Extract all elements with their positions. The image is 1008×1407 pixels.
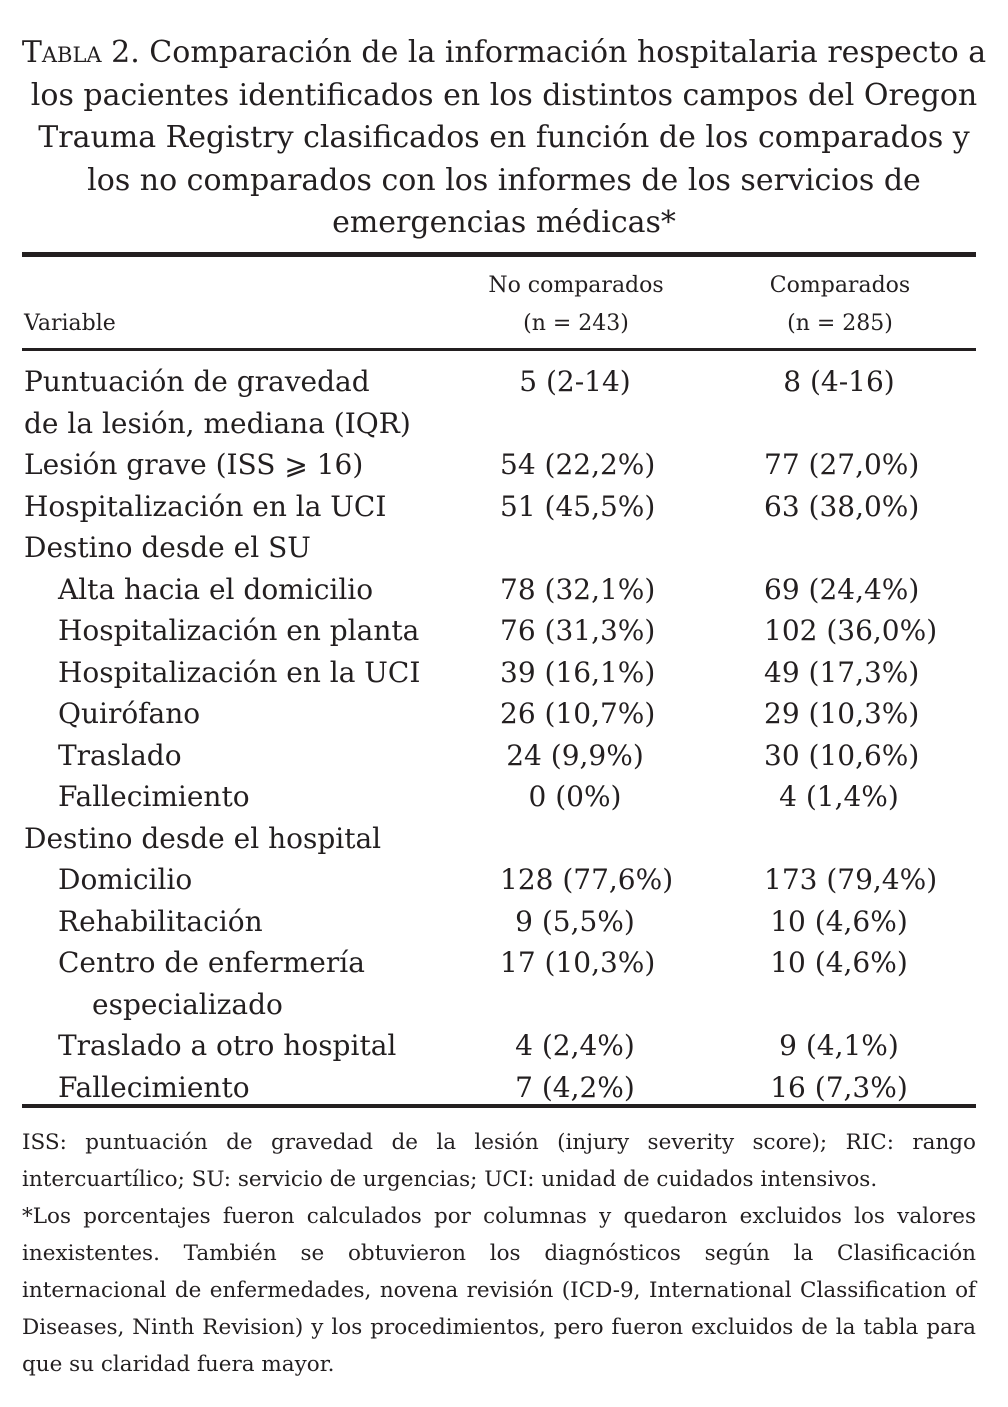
cell-no-comparados: 26 (10,7%) <box>500 697 656 730</box>
table-row: Domicilio 128 (77,6%) 173 (79,4%) <box>24 859 974 901</box>
table-row: de la lesión, mediana (IQR) <box>24 403 974 445</box>
header-no-comparados: No comparados (n = 243) <box>476 267 676 343</box>
cell-comparados: 29 (10,3%) <box>764 697 920 730</box>
table-row: Destino desde el SU <box>24 527 974 569</box>
row-label: Hospitalización en planta <box>58 614 420 647</box>
header-col2-label: Comparados <box>769 273 911 298</box>
cell-comparados: 9 (4,1%) <box>779 1029 899 1062</box>
table-label: Tabla 2. <box>21 35 140 70</box>
footnote-abbreviations: ISS: puntuación de gravedad de la lesión… <box>22 1130 976 1192</box>
table-caption: Comparación de la información hospitalar… <box>30 35 987 240</box>
cell-no-comparados: 54 (22,2%) <box>500 448 656 481</box>
row-label: Domicilio <box>58 863 193 896</box>
cell-no-comparados: 9 (5,5%) <box>515 904 635 938</box>
row-label: de la lesión, mediana (IQR) <box>24 406 411 440</box>
cell-no-comparados: 4 (2,4%) <box>515 1029 635 1062</box>
cell-comparados: 77 (27,0%) <box>764 448 920 481</box>
cell-comparados: 69 (24,4%) <box>764 572 920 606</box>
table-row: Destino desde el hospital <box>24 818 974 860</box>
row-label: Fallecimiento <box>58 1070 250 1104</box>
table-title: Tabla 2. Comparación de la información h… <box>20 32 988 245</box>
cell-no-comparados: 39 (16,1%) <box>500 655 656 689</box>
row-label: Alta hacia el domicilio <box>58 572 374 606</box>
footnote-asterisk: *Los porcentajes fueron calculados por c… <box>22 1204 976 1377</box>
cell-no-comparados: 51 (45,5%) <box>500 489 656 523</box>
top-rule <box>22 252 976 257</box>
table-row: Lesión grave (ISS ⩾ 16) 54 (22,2%) 77 (2… <box>24 444 974 486</box>
row-label: Centro de enfermería <box>58 946 365 979</box>
row-label: Hospitalización en la UCI <box>24 489 387 523</box>
cell-no-comparados: 76 (31,3%) <box>500 614 656 647</box>
header-variable: Variable <box>24 311 116 336</box>
row-label: Hospitalización en la UCI <box>58 655 421 689</box>
table-row: Traslado 24 (9,9%) 30 (10,6%) <box>24 735 974 777</box>
table-row: Hospitalización en la UCI 39 (16,1%) 49 … <box>24 652 974 694</box>
row-label: especializado <box>92 987 283 1021</box>
cell-comparados: 4 (1,4%) <box>779 780 899 813</box>
table-row: Traslado a otro hospital 4 (2,4%) 9 (4,1… <box>24 1025 974 1067</box>
cell-comparados: 10 (4,6%) <box>770 946 908 979</box>
row-label: Rehabilitación <box>58 904 263 938</box>
table-row: Centro de enfermería 17 (10,3%) 10 (4,6%… <box>24 942 974 984</box>
footnotes: ISS: puntuación de gravedad de la lesión… <box>22 1124 976 1383</box>
cell-comparados: 16 (7,3%) <box>770 1070 908 1104</box>
row-label: Fallecimiento <box>58 780 250 813</box>
row-label: Destino desde el SU <box>24 531 311 564</box>
header-col1-label: No comparados <box>488 273 664 298</box>
cell-comparados: 10 (4,6%) <box>770 904 908 938</box>
header-col1-n: (n = 243) <box>523 311 629 336</box>
header-rule <box>22 348 976 351</box>
table-row: Hospitalización en planta 76 (31,3%) 102… <box>24 610 974 652</box>
row-label: Traslado a otro hospital <box>58 1029 397 1062</box>
table-row: Fallecimiento 0 (0%) 4 (1,4%) <box>24 776 974 818</box>
table-row: especializado <box>24 984 974 1026</box>
cell-comparados: 30 (10,6%) <box>764 738 920 772</box>
cell-comparados: 49 (17,3%) <box>764 655 920 689</box>
row-label: Quirófano <box>58 697 201 730</box>
table-row: Puntuación de gravedad 5 (2-14) 8 (4-16) <box>24 361 974 403</box>
cell-comparados: 102 (36,0%) <box>764 614 938 647</box>
cell-no-comparados: 128 (77,6%) <box>500 863 674 896</box>
row-label: Puntuación de gravedad <box>24 365 370 398</box>
cell-no-comparados: 78 (32,1%) <box>500 572 656 606</box>
bottom-rule <box>22 1104 976 1108</box>
row-label: Destino desde el hospital <box>24 821 382 855</box>
header-comparados: Comparados (n = 285) <box>740 267 940 343</box>
header-col2-n: (n = 285) <box>787 311 893 336</box>
cell-comparados: 8 (4-16) <box>783 365 895 398</box>
cell-no-comparados: 24 (9,9%) <box>506 738 644 772</box>
cell-no-comparados: 5 (2-14) <box>519 365 631 398</box>
row-label: Lesión grave (ISS ⩾ 16) <box>24 448 364 481</box>
cell-no-comparados: 7 (4,2%) <box>515 1070 635 1104</box>
cell-comparados: 63 (38,0%) <box>764 489 920 523</box>
table-row: Quirófano 26 (10,7%) 29 (10,3%) <box>24 693 974 735</box>
table-row: Alta hacia el domicilio 78 (32,1%) 69 (2… <box>24 569 974 611</box>
table-row: Fallecimiento 7 (4,2%) 16 (7,3%) <box>24 1067 974 1109</box>
cell-no-comparados: 17 (10,3%) <box>500 946 656 979</box>
table-row: Rehabilitación 9 (5,5%) 10 (4,6%) <box>24 901 974 943</box>
row-label: Traslado <box>58 738 182 772</box>
cell-comparados: 173 (79,4%) <box>764 863 938 896</box>
table-row: Hospitalización en la UCI 51 (45,5%) 63 … <box>24 486 974 528</box>
cell-no-comparados: 0 (0%) <box>528 780 622 813</box>
